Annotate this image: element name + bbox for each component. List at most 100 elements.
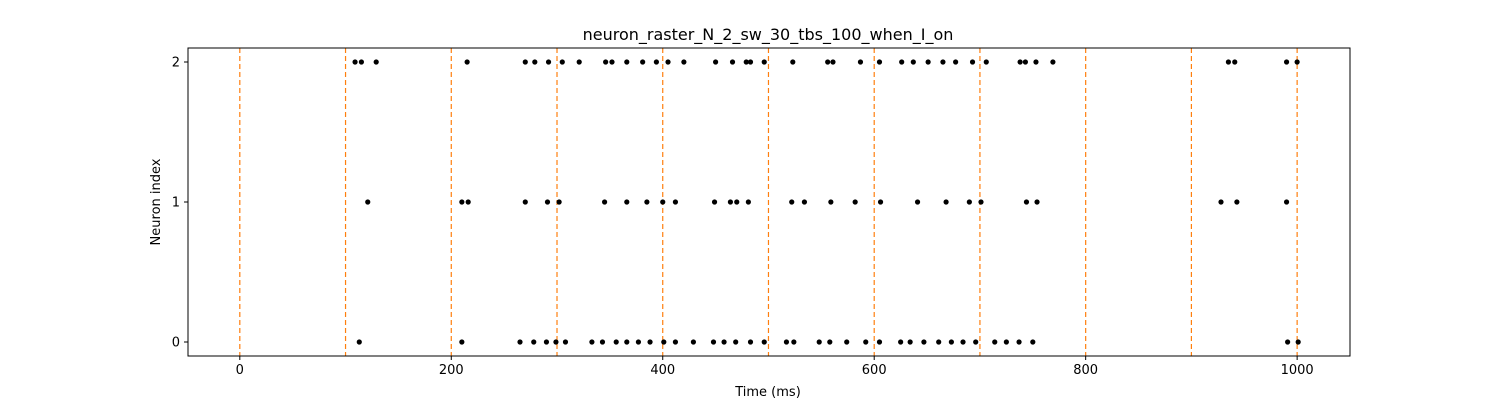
spike-point	[914, 199, 921, 205]
spike-point	[672, 339, 679, 345]
spike-point	[1218, 199, 1224, 205]
spike-point	[899, 59, 905, 65]
spike-point	[729, 59, 736, 65]
spike-point	[936, 339, 942, 345]
spike-point	[973, 339, 979, 345]
y-axis-label: Neuron index	[149, 158, 164, 245]
chart-title: neuron_raster_N_2_sw_30_tbs_100_when_I_o…	[583, 25, 954, 45]
spike-point	[1003, 339, 1009, 345]
spike-point	[827, 339, 833, 345]
spike-point	[1016, 339, 1022, 345]
spike-point	[465, 199, 471, 205]
spike-point	[464, 59, 470, 65]
spike-point	[681, 59, 687, 65]
spike-point	[356, 339, 362, 345]
spike-point	[743, 59, 749, 65]
spike-point	[727, 199, 734, 205]
spike-point	[876, 339, 883, 345]
spike-point	[761, 339, 767, 345]
spike-point	[603, 59, 609, 65]
spike-point	[522, 59, 528, 65]
spike-point	[711, 199, 718, 205]
spike-point	[747, 339, 754, 345]
spike-point	[543, 339, 550, 345]
spike-point	[1023, 199, 1030, 205]
y-tick-label: 1	[172, 196, 180, 211]
spike-point	[1283, 59, 1290, 65]
spike-point	[828, 199, 834, 205]
spike-point	[907, 339, 913, 345]
spike-point	[352, 59, 358, 65]
x-axis-label: Time (ms)	[734, 385, 801, 400]
spike-point	[877, 199, 884, 205]
x-axis: 0 200 400 600 800 1000	[236, 356, 1314, 378]
spike-point	[609, 59, 615, 65]
spike-point	[801, 199, 808, 205]
spike-point	[1285, 339, 1291, 345]
spike-point	[953, 59, 959, 65]
spike-point	[745, 199, 751, 205]
spike-point	[459, 339, 465, 345]
spike-point	[532, 59, 538, 65]
spike-point	[943, 199, 949, 205]
spike-point	[661, 339, 667, 345]
spike-point	[790, 59, 796, 65]
spike-point	[925, 59, 931, 65]
spike-point	[1294, 59, 1300, 65]
spike-point	[1030, 339, 1036, 345]
spike-point	[761, 59, 767, 65]
spike-point	[635, 339, 642, 345]
spike-point	[863, 339, 869, 345]
spike-point	[789, 199, 795, 205]
x-tick-label: 200	[439, 363, 464, 378]
spike-point	[1034, 199, 1040, 205]
x-tick-label: 0	[236, 363, 244, 378]
spike-point	[1234, 199, 1240, 205]
spike-point	[522, 199, 528, 205]
spike-point	[978, 199, 984, 205]
spike-point	[747, 59, 754, 65]
spike-point	[613, 339, 619, 345]
spike-point	[1225, 59, 1232, 65]
spike-point	[876, 59, 883, 65]
spike-point	[921, 339, 927, 345]
x-tick-label: 800	[1073, 363, 1098, 378]
spike-point	[791, 339, 797, 345]
spike-point	[857, 59, 864, 65]
spike-point	[852, 199, 858, 205]
spike-point	[644, 199, 650, 205]
spike-point	[665, 59, 671, 65]
spike-point	[556, 199, 562, 205]
spike-point	[783, 339, 790, 345]
spike-point	[1022, 59, 1029, 65]
spike-point	[358, 59, 365, 65]
spike-point	[830, 59, 836, 65]
spike-point	[647, 339, 653, 345]
spike-point	[601, 199, 608, 205]
spike-point	[992, 339, 998, 345]
spike-point	[653, 59, 659, 65]
spike-point	[898, 339, 904, 345]
spike-point	[733, 339, 739, 345]
x-tick-label: 600	[862, 363, 887, 378]
spike-point	[365, 199, 371, 205]
spike-point	[1050, 59, 1056, 65]
spike-point	[940, 59, 946, 65]
spike-point	[599, 339, 606, 345]
spike-point	[559, 59, 565, 65]
spike-point	[1295, 339, 1301, 345]
spike-point	[624, 339, 630, 345]
x-tick-label: 1000	[1281, 363, 1314, 378]
spike-point	[544, 199, 551, 205]
spike-point	[640, 59, 646, 65]
spike-point	[576, 59, 582, 65]
y-tick-label: 0	[172, 336, 180, 351]
x-tick-label: 400	[650, 363, 675, 378]
spike-point	[1283, 199, 1290, 205]
spike-point	[816, 339, 822, 345]
spike-point	[948, 339, 954, 345]
y-axis: 0 1 2	[172, 56, 188, 351]
spike-point	[531, 339, 537, 345]
spike-point	[710, 339, 717, 345]
